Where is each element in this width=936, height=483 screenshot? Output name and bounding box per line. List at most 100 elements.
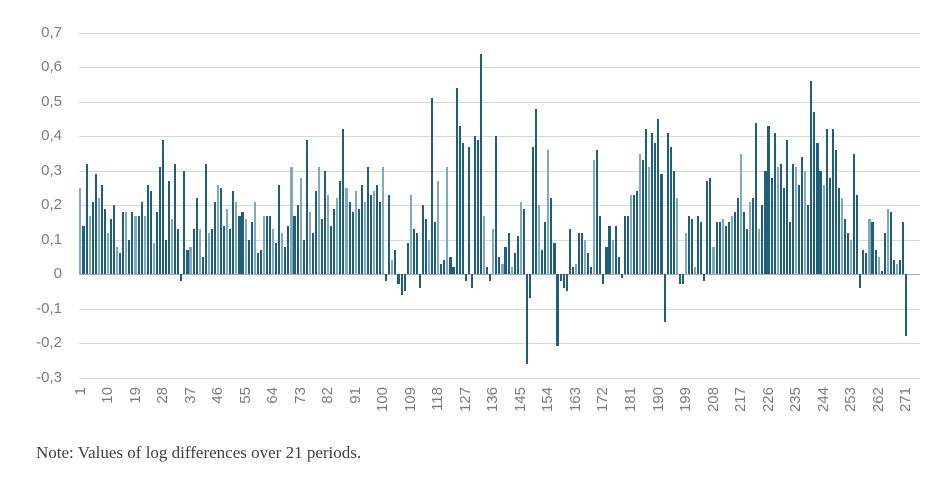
bar — [749, 201, 752, 275]
x-axis-tick-label: 172 — [594, 387, 612, 413]
bar — [186, 250, 189, 275]
bar — [284, 246, 287, 275]
gridline — [79, 308, 920, 310]
zero-gridline — [79, 274, 920, 276]
bar — [516, 236, 519, 275]
bar — [483, 215, 486, 275]
bar — [391, 260, 394, 275]
bar — [305, 139, 308, 275]
bar — [755, 122, 758, 275]
x-axis-tick-label: 208 — [704, 387, 722, 413]
bar — [865, 253, 868, 275]
y-axis-tick-label: 0,2 — [41, 196, 62, 214]
bar — [403, 274, 406, 292]
bar — [314, 191, 317, 275]
bar — [767, 126, 770, 275]
bar — [709, 177, 712, 275]
bar — [109, 219, 113, 275]
bar — [88, 215, 91, 275]
bar — [388, 194, 391, 275]
bar — [82, 225, 85, 275]
bar — [663, 274, 666, 323]
bar — [727, 222, 730, 275]
bar — [752, 198, 755, 275]
x-axis-tick-label: 154 — [539, 387, 557, 413]
bar — [507, 232, 510, 275]
bar — [428, 239, 431, 275]
bar — [798, 184, 801, 275]
bar — [853, 153, 856, 275]
bar — [528, 274, 532, 299]
bar — [287, 225, 290, 275]
bar — [238, 215, 241, 275]
y-axis-tick-label: 0,1 — [41, 230, 62, 248]
bar — [642, 160, 645, 275]
bar — [299, 177, 302, 275]
bar — [489, 274, 492, 282]
x-axis-tick-label: 73 — [291, 387, 309, 404]
bar — [204, 163, 207, 275]
bar — [550, 198, 553, 275]
bar — [816, 143, 819, 275]
bar — [895, 263, 899, 275]
bar — [418, 274, 421, 288]
x-axis-tick-label: 46 — [209, 387, 227, 404]
bar — [293, 215, 296, 275]
y-axis-tick-label: 0,7 — [41, 24, 62, 41]
x-axis-tick-label: 64 — [264, 387, 282, 404]
bar — [850, 239, 853, 275]
bar — [262, 215, 265, 275]
bar — [788, 222, 791, 275]
x-axis-tick-label: 145 — [511, 387, 529, 413]
bar — [666, 132, 669, 275]
bar — [434, 222, 437, 275]
bar — [492, 229, 495, 275]
y-axis-tick-label: 0,3 — [41, 161, 62, 179]
bar — [372, 191, 376, 275]
bar — [437, 181, 440, 275]
bar — [868, 219, 871, 275]
bar — [571, 267, 574, 275]
bar — [635, 191, 639, 275]
bar — [541, 250, 544, 275]
bar — [79, 188, 82, 275]
bar — [296, 205, 299, 275]
x-axis-tick-label: 19 — [126, 387, 144, 404]
x-axis-tick-label: 136 — [484, 387, 502, 413]
bar — [275, 243, 278, 275]
bar — [119, 253, 122, 275]
bar — [143, 215, 146, 275]
bar — [265, 215, 269, 275]
bar — [810, 81, 813, 275]
bar — [691, 219, 694, 275]
bar — [556, 274, 559, 347]
bar — [773, 132, 776, 275]
bar — [113, 205, 116, 275]
bar — [559, 274, 562, 282]
bar — [256, 253, 259, 275]
bar — [504, 246, 507, 275]
bar — [486, 267, 489, 275]
x-axis-tick-label: 163 — [566, 387, 584, 413]
bar — [905, 274, 908, 337]
bar — [565, 274, 568, 292]
bar — [856, 194, 859, 275]
bar — [847, 232, 850, 275]
x-axis-tick-label: 28 — [154, 387, 172, 404]
x-axis-tick-label: 127 — [456, 387, 474, 413]
bar — [235, 201, 238, 275]
x-axis-tick-label: 217 — [732, 387, 750, 413]
bar — [250, 222, 253, 275]
bar — [317, 167, 321, 275]
bar — [223, 225, 226, 275]
bar — [259, 250, 262, 275]
bar — [801, 157, 804, 275]
bar — [840, 198, 843, 275]
bar — [308, 212, 311, 275]
bar — [412, 229, 415, 275]
bar — [782, 188, 785, 275]
bar — [330, 225, 333, 275]
bar — [703, 274, 706, 282]
bar — [379, 201, 382, 275]
y-axis-tick-label: 0,6 — [41, 58, 62, 76]
